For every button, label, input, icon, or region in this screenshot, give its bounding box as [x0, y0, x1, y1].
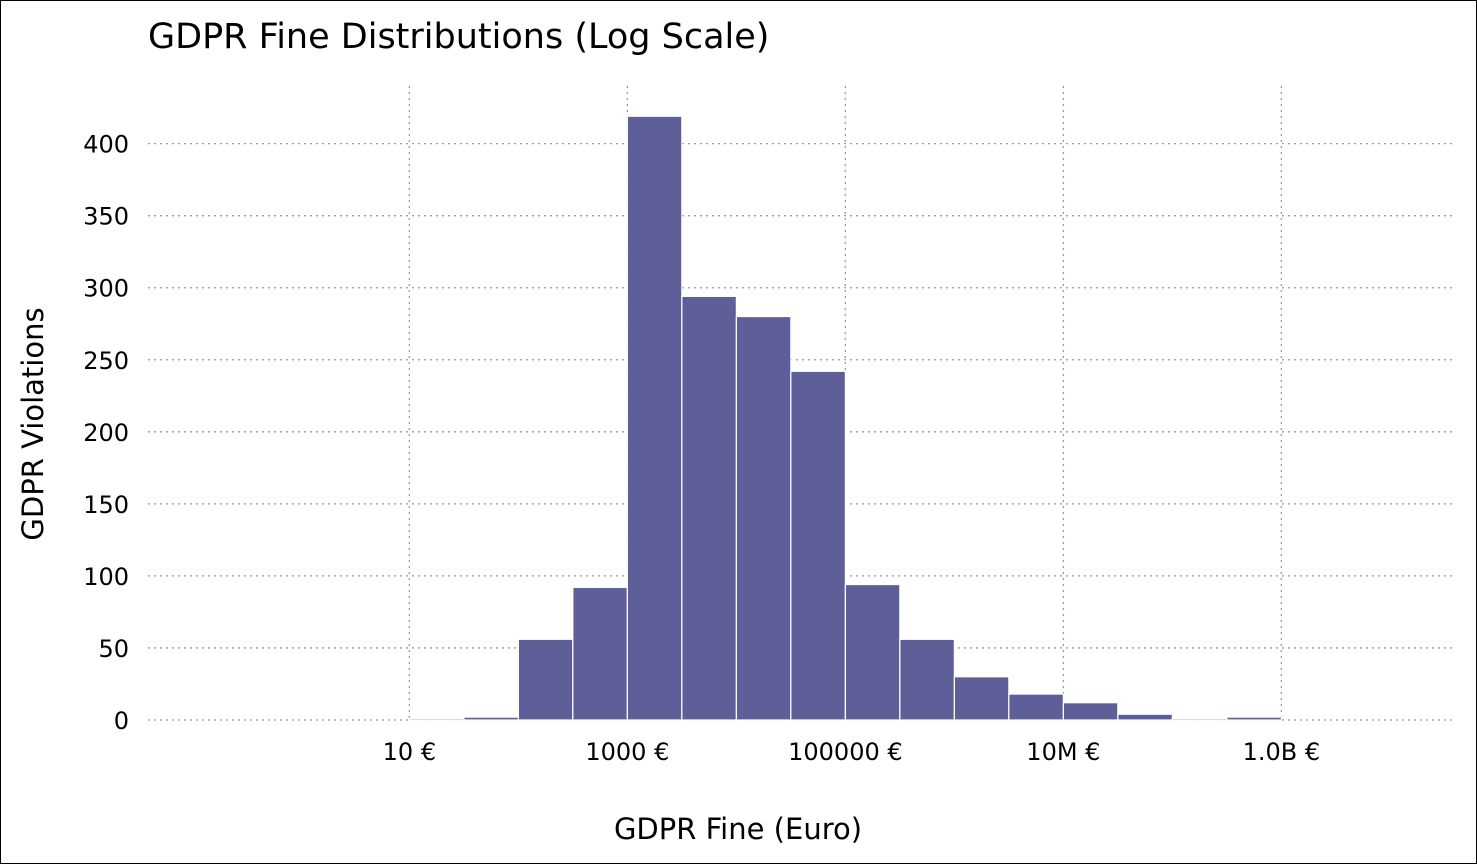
histogram-bars	[408, 115, 1282, 721]
y-tick-label: 300	[83, 275, 129, 303]
histogram-bar	[1117, 713, 1173, 721]
histogram-bar	[735, 315, 792, 721]
histogram-bar	[626, 115, 683, 721]
y-tick-label: 250	[83, 347, 129, 375]
y-tick-label: 0	[114, 707, 129, 735]
histogram-bar	[517, 638, 574, 721]
y-tick-label: 400	[83, 131, 129, 159]
histogram-bar	[681, 295, 737, 721]
x-tick-label: 10M €	[1026, 738, 1100, 766]
histogram-bar	[408, 717, 465, 721]
y-tick-label: 50	[98, 635, 129, 663]
y-tick-label: 150	[83, 491, 129, 519]
histogram-bar	[899, 638, 955, 721]
histogram-bar	[1062, 702, 1119, 721]
x-tick-label: 1.0B €	[1243, 738, 1321, 766]
y-tick-label: 350	[83, 203, 129, 231]
x-axis-label: GDPR Fine (Euro)	[614, 812, 862, 846]
y-tick-label: 100	[83, 563, 129, 591]
histogram-bar	[1008, 693, 1064, 721]
histogram-bar	[1226, 716, 1282, 721]
x-tick-label: 1000 €	[585, 738, 669, 766]
x-tick-label: 100000 €	[788, 738, 903, 766]
y-axis-label: GDPR Violations	[16, 307, 50, 540]
histogram-bar	[572, 586, 628, 721]
y-tick-label: 200	[83, 419, 129, 447]
histogram-bar	[463, 716, 519, 721]
histogram-bar	[790, 370, 846, 721]
histogram-bar	[953, 676, 1010, 721]
x-tick-label: 10 €	[383, 738, 436, 766]
chart-title: GDPR Fine Distributions (Log Scale)	[148, 17, 769, 57]
axis-tick-labels: 0 50 100 150 200 250 300 350 400 10 € 1000 € 100000…	[83, 131, 1320, 766]
histogram-bar	[1171, 717, 1228, 721]
histogram-bar	[844, 583, 901, 721]
